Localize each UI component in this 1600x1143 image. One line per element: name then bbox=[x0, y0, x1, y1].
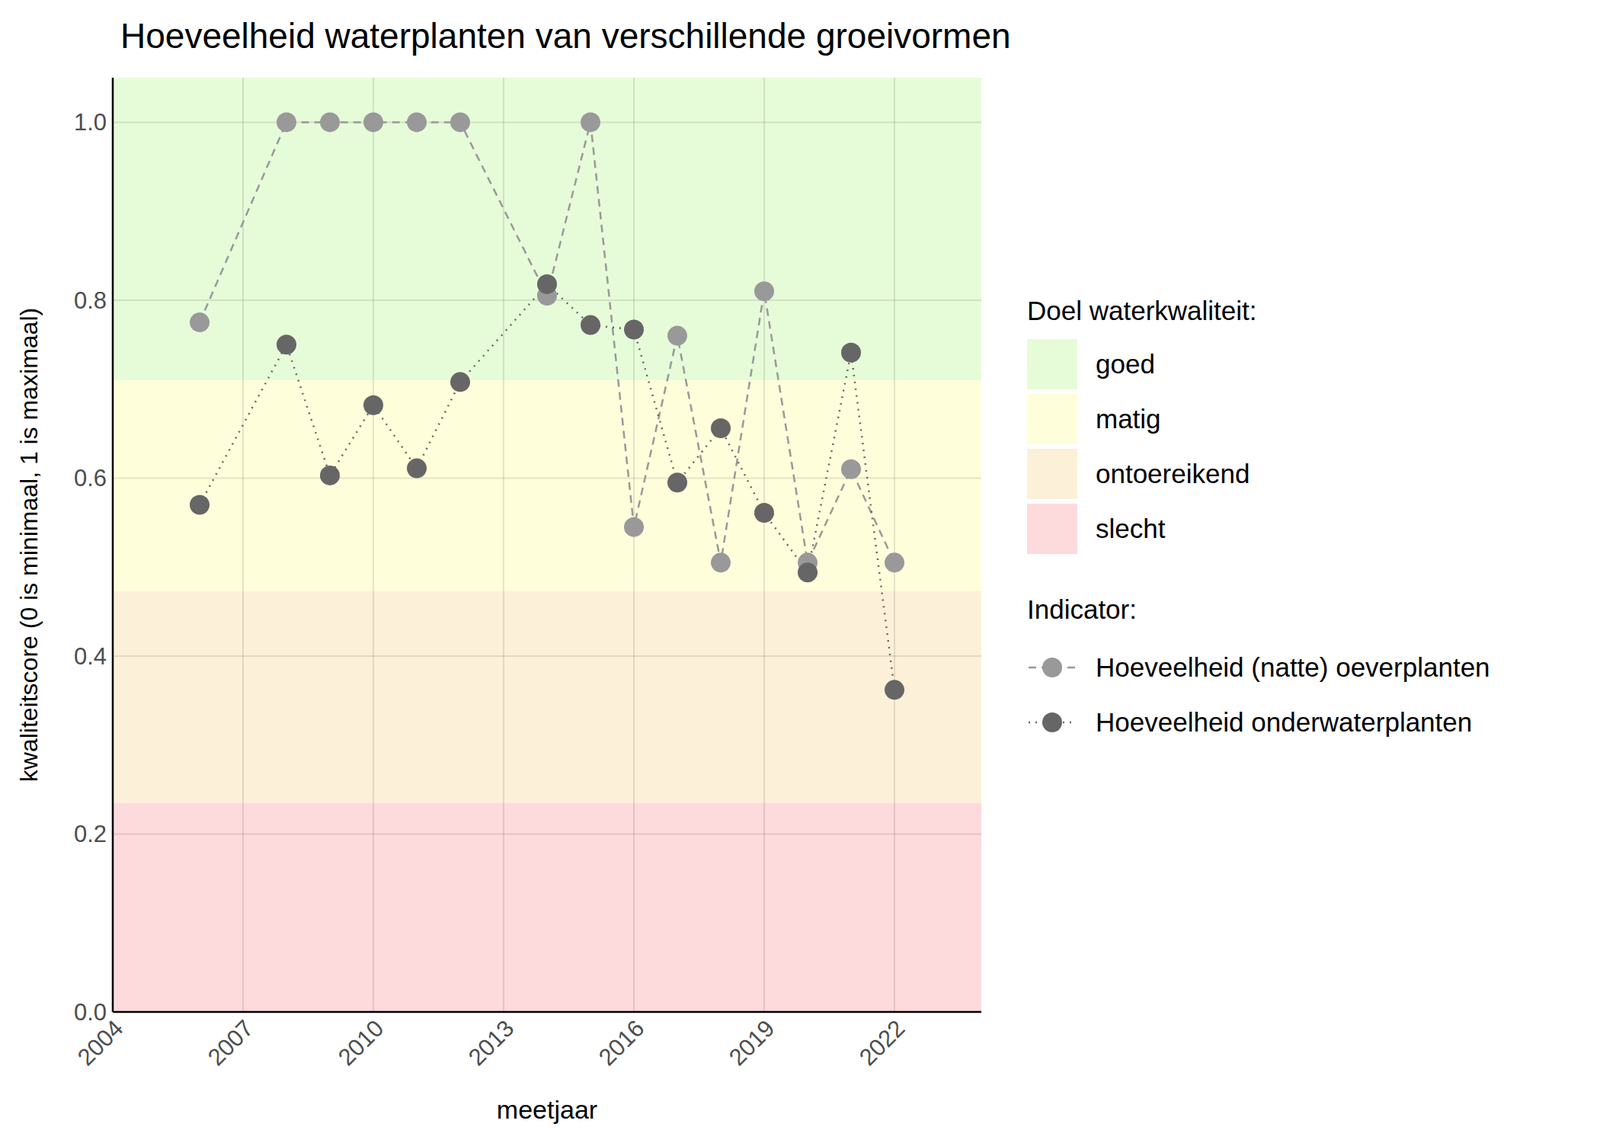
html-text:goed: goed bbox=[1095, 348, 1155, 379]
svg-text:2010: 2010 bbox=[332, 1014, 390, 1072]
svg-text:0.4: 0.4 bbox=[73, 643, 107, 670]
html-text:Hoeveelheid waterplanten van v: Hoeveelheid waterplanten van verschillen… bbox=[120, 16, 1011, 56]
svg-text:kwaliteitscore (0 is minimaal,: kwaliteitscore (0 is minimaal, 1 is maxi… bbox=[15, 307, 43, 782]
svg-text:meetjaar: meetjaar bbox=[496, 1094, 598, 1124]
html-text:Indicator:: Indicator: bbox=[1027, 594, 1137, 624]
svg-text:0.8: 0.8 bbox=[73, 287, 107, 314]
html-text:ontoereikend: ontoereikend bbox=[1095, 458, 1250, 489]
svg-text:2019: 2019 bbox=[723, 1014, 781, 1072]
html-text:matig: matig bbox=[1095, 403, 1161, 434]
svg-text:1.0: 1.0 bbox=[73, 108, 107, 136]
svg-text:2013: 2013 bbox=[463, 1014, 520, 1072]
svg-text:0.2: 0.2 bbox=[73, 820, 107, 848]
svg-text:2007: 2007 bbox=[202, 1014, 260, 1072]
svg-text:2016: 2016 bbox=[593, 1014, 650, 1072]
svg-text:2022: 2022 bbox=[854, 1014, 911, 1072]
html-text:Doel waterkwaliteit:: Doel waterkwaliteit: bbox=[1027, 295, 1257, 326]
svg-text:0.6: 0.6 bbox=[73, 464, 107, 492]
html-text:Hoeveelheid onderwaterplanten: Hoeveelheid onderwaterplanten bbox=[1095, 707, 1473, 737]
svg-text:2004: 2004 bbox=[72, 1014, 129, 1071]
svg-text:0.0: 0.0 bbox=[73, 998, 107, 1026]
html-text:Hoeveelheid (natte) oeverplant: Hoeveelheid (natte) oeverplanten bbox=[1095, 652, 1490, 682]
html-text:slecht: slecht bbox=[1095, 513, 1166, 544]
